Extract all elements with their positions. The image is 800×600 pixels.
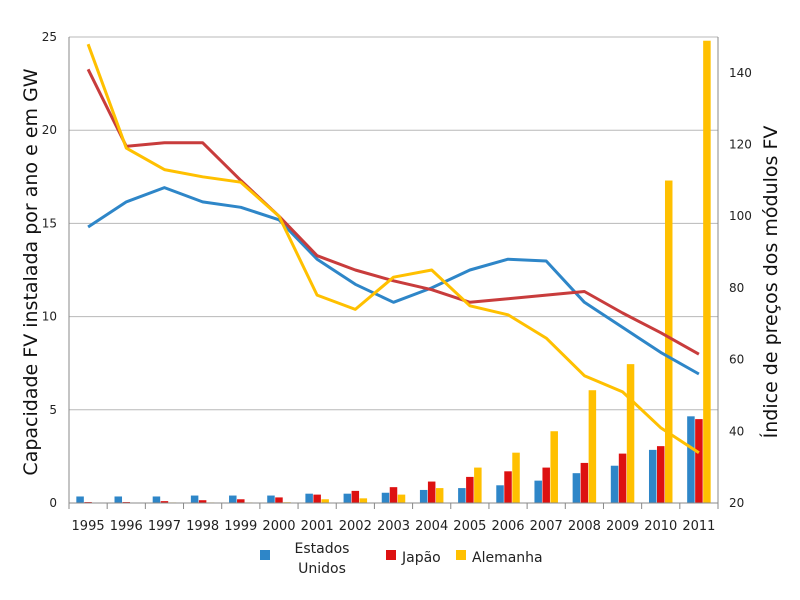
bar-alemanha xyxy=(703,40,711,504)
x-tick-label: 2009 xyxy=(606,519,639,534)
bar-japão xyxy=(237,499,245,503)
price-line-3 xyxy=(86,43,700,455)
x-tick-label: 2004 xyxy=(415,519,448,534)
bar-estados-unidos xyxy=(152,496,161,503)
y2-axis-title: Índice de preços dos módulos FV xyxy=(759,126,782,439)
price-lines xyxy=(86,43,700,455)
bar-estados-unidos xyxy=(648,449,657,503)
bar-japão xyxy=(160,501,169,503)
x-tick-label: 1999 xyxy=(224,519,257,534)
bar-japão xyxy=(313,494,321,503)
x-tick-label: 2000 xyxy=(262,519,295,534)
y-tick-label: 0 xyxy=(49,496,57,510)
price-line-1 xyxy=(87,186,700,376)
bar-japão xyxy=(580,462,589,503)
bar-japão xyxy=(466,476,474,503)
price-line-2 xyxy=(86,68,700,356)
axes xyxy=(68,37,719,509)
x-tick-label: 2002 xyxy=(339,519,372,534)
bar-japão xyxy=(695,419,703,503)
bar-japão xyxy=(275,497,283,503)
bar-japão xyxy=(542,467,550,503)
bar-alemanha xyxy=(550,431,558,503)
x-tick-label: 1995 xyxy=(72,519,105,534)
x-tick-label: 2010 xyxy=(644,519,677,534)
bar-japão xyxy=(351,490,360,503)
y2-tick-label: 140 xyxy=(729,66,752,80)
legend-swatch xyxy=(456,550,466,560)
x-tick-label: 2003 xyxy=(377,519,410,534)
bar-estados-unidos xyxy=(114,496,123,503)
tick-labels: 0 5 10 15 20 25 20 40 60 80 100 120 140 1995 1996 1997 1… xyxy=(42,30,752,534)
legend-label-line2: Unidos xyxy=(298,561,346,577)
bar-estados-unidos xyxy=(229,495,237,503)
legend-label: Alemanha xyxy=(472,550,543,566)
bar-estados-unidos xyxy=(687,416,695,503)
bar-alemanha xyxy=(512,452,520,503)
bar-japão xyxy=(504,471,512,503)
y2-tick-label: 80 xyxy=(729,281,744,295)
x-tick-label: 2011 xyxy=(682,519,715,534)
bar-estados-unidos xyxy=(76,496,84,503)
y2-tick-label: 60 xyxy=(729,353,744,367)
bar-japão xyxy=(198,500,207,503)
bars xyxy=(76,40,711,504)
bar-japão xyxy=(656,446,665,503)
bar-alemanha xyxy=(474,467,482,503)
bar-estados-unidos xyxy=(190,495,199,503)
bar-alemanha xyxy=(397,494,406,503)
bar-estados-unidos xyxy=(305,493,313,503)
x-tick-label: 2001 xyxy=(301,519,334,534)
bar-estados-unidos xyxy=(267,495,275,503)
bar-alemanha xyxy=(359,498,368,503)
bar-japão xyxy=(389,487,398,503)
x-tick-label: 2007 xyxy=(530,519,563,534)
y2-tick-label: 120 xyxy=(729,138,752,152)
legend-label: Japão xyxy=(401,550,441,566)
x-tick-label: 1998 xyxy=(186,519,219,534)
bar-estados-unidos xyxy=(458,488,466,503)
legend-swatch xyxy=(260,550,270,560)
y-tick-label: 5 xyxy=(49,403,57,417)
bar-alemanha xyxy=(321,499,329,503)
y-tick-label: 15 xyxy=(42,216,57,230)
legend: Estados Unidos Japão Alemanha xyxy=(260,541,543,577)
bar-estados-unidos xyxy=(534,480,542,503)
legend-label: Estados xyxy=(295,541,350,557)
x-tick-label: 2005 xyxy=(453,519,486,534)
legend-swatch xyxy=(386,550,396,560)
y-tick-label: 25 xyxy=(42,30,57,44)
bar-estados-unidos xyxy=(381,492,390,503)
x-tick-label: 2006 xyxy=(491,519,524,534)
y-tick-label: 20 xyxy=(42,123,57,137)
bar-alemanha xyxy=(435,488,444,503)
bar-estados-unidos xyxy=(419,489,428,503)
bar-japão xyxy=(618,453,627,503)
x-tick-label: 1997 xyxy=(148,519,181,534)
bar-estados-unidos xyxy=(610,465,619,503)
bar-alemanha xyxy=(626,364,635,503)
bar-alemanha xyxy=(664,180,673,503)
bar-estados-unidos xyxy=(343,493,352,503)
bar-estados-unidos xyxy=(496,485,504,503)
bar-alemanha xyxy=(588,390,597,503)
y-axis-title: Capacidade FV instalada por ano e em GW xyxy=(20,68,42,475)
x-tick-label: 2008 xyxy=(568,519,601,534)
y2-tick-label: 100 xyxy=(729,209,752,223)
x-tick-label: 1996 xyxy=(110,519,143,534)
y2-tick-label: 20 xyxy=(729,496,744,510)
y2-tick-label: 40 xyxy=(729,424,744,438)
bar-estados-unidos xyxy=(572,473,581,503)
bar-japão xyxy=(427,481,436,503)
gridlines xyxy=(69,36,718,411)
y-tick-label: 10 xyxy=(42,310,57,324)
